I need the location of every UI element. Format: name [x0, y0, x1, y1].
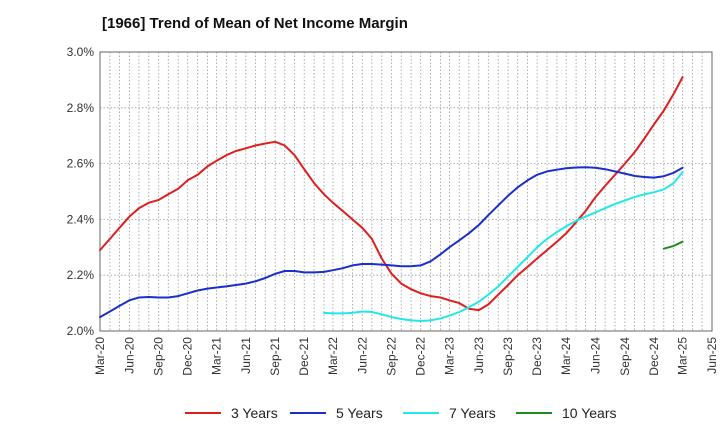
x-tick-label: Sep-20: [152, 337, 166, 376]
series-line-7-years: [323, 171, 684, 322]
x-tick-label: Sep-24: [618, 337, 632, 376]
x-tick-label: Jun-20: [122, 337, 136, 374]
legend-item-7-years: 7 Years: [403, 405, 496, 421]
x-tick-label: Sep-23: [501, 337, 515, 376]
legend-item-10-years: 10 Years: [516, 405, 617, 421]
legend-label-7-years: 7 Years: [449, 405, 496, 421]
x-tick-label: Mar-20: [93, 337, 107, 375]
y-tick-label: 2.4%: [67, 212, 95, 226]
legend-label-5-years: 5 Years: [336, 405, 383, 421]
x-tick-label: Dec-23: [530, 337, 544, 376]
x-tick-label: Jun-21: [239, 337, 253, 374]
legend-swatch-7-years: [403, 412, 439, 414]
legend-item-3-years: 3 Years: [185, 405, 278, 421]
x-tick-label: Sep-21: [268, 337, 282, 376]
x-tick-label: Dec-24: [647, 337, 661, 376]
x-tick-label: Sep-22: [385, 337, 399, 376]
x-tick-label: Dec-22: [414, 337, 428, 376]
y-tick-label: 2.6%: [67, 157, 95, 171]
x-tick-label: Dec-21: [297, 337, 311, 376]
series-line-3-years: [99, 76, 684, 312]
plot-border: [99, 51, 713, 332]
x-tick-label: Mar-23: [442, 337, 456, 375]
x-tick-label: Jun-24: [589, 337, 603, 374]
legend-swatch-3-years: [185, 412, 221, 414]
y-tick-label: 2.2%: [67, 268, 95, 282]
legend-swatch-5-years: [290, 412, 326, 414]
x-tick-label: Jun-22: [355, 337, 369, 374]
x-tick-label: Mar-24: [559, 337, 573, 375]
chart-title: [1966] Trend of Mean of Net Income Margi…: [102, 15, 408, 32]
series-line-10-years: [662, 240, 684, 250]
x-tick-label: Mar-22: [326, 337, 340, 375]
legend-swatch-10-years: [516, 412, 552, 414]
legend-item-5-years: 5 Years: [290, 405, 383, 421]
x-tick-label: Jun-25: [705, 337, 719, 374]
legend: 3 Years 5 Years 7 Years 10 Years: [0, 405, 720, 425]
y-tick-label: 2.0%: [67, 324, 95, 338]
legend-label-3-years: 3 Years: [231, 405, 278, 421]
x-tick-label: Mar-21: [209, 337, 223, 375]
x-tick-label: Jun-23: [472, 337, 486, 374]
series-line-5-years: [99, 166, 684, 319]
y-tick-label: 3.0%: [67, 45, 95, 59]
legend-label-10-years: 10 Years: [562, 405, 617, 421]
x-tick-label: Dec-20: [181, 337, 195, 376]
x-tick-label: Mar-25: [676, 337, 690, 375]
y-tick-label: 2.8%: [67, 101, 95, 115]
